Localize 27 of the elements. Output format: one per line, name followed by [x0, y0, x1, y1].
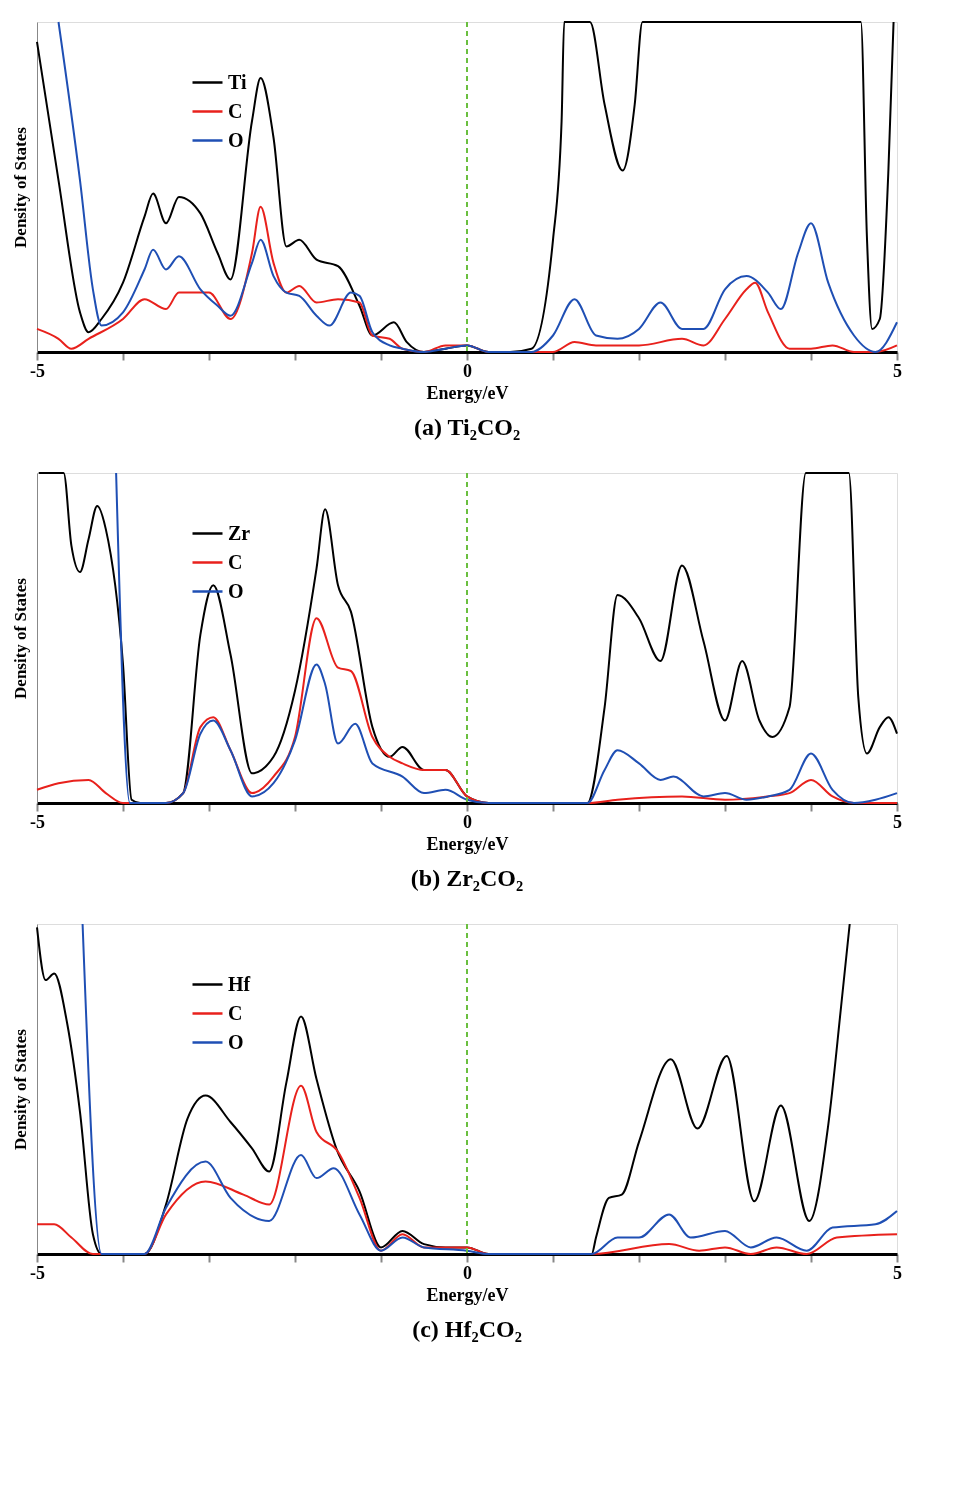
- y-axis-title: Density of States: [10, 126, 30, 248]
- x-axis-title: Energy/eV: [426, 1284, 509, 1305]
- x-tick-label: -5: [30, 1262, 45, 1283]
- legend-label: C: [228, 550, 243, 573]
- x-tick-label: -5: [30, 811, 45, 832]
- x-tick-label: 5: [893, 1262, 902, 1283]
- y-axis-title: Density of States: [10, 1028, 30, 1150]
- legend-label: O: [228, 128, 244, 151]
- text: (a) Ti₂CO₂: [413, 414, 521, 440]
- legend-label: O: [228, 579, 244, 602]
- x-tick-label: 5: [893, 360, 902, 381]
- legend-label: O: [228, 1030, 244, 1053]
- legend-label: Zr: [228, 521, 251, 544]
- y-axis-title: Density of States: [10, 577, 30, 699]
- legend-label: Hf: [228, 972, 251, 995]
- legend-label: C: [228, 1001, 243, 1024]
- x-tick-label: 0: [463, 360, 472, 381]
- legend-label: C: [228, 99, 243, 122]
- x-tick-label: 5: [893, 811, 902, 832]
- text: (c) Hf₂CO₂: [412, 1316, 522, 1342]
- x-axis-title: Energy/eV: [426, 382, 509, 403]
- text: (b) Zr₂CO₂: [410, 865, 524, 891]
- x-tick-label: -5: [30, 360, 45, 381]
- x-axis-title: Energy/eV: [426, 833, 509, 854]
- legend-label: Ti: [228, 70, 247, 93]
- x-tick-label: 0: [463, 1262, 472, 1283]
- x-tick-label: 0: [463, 811, 472, 832]
